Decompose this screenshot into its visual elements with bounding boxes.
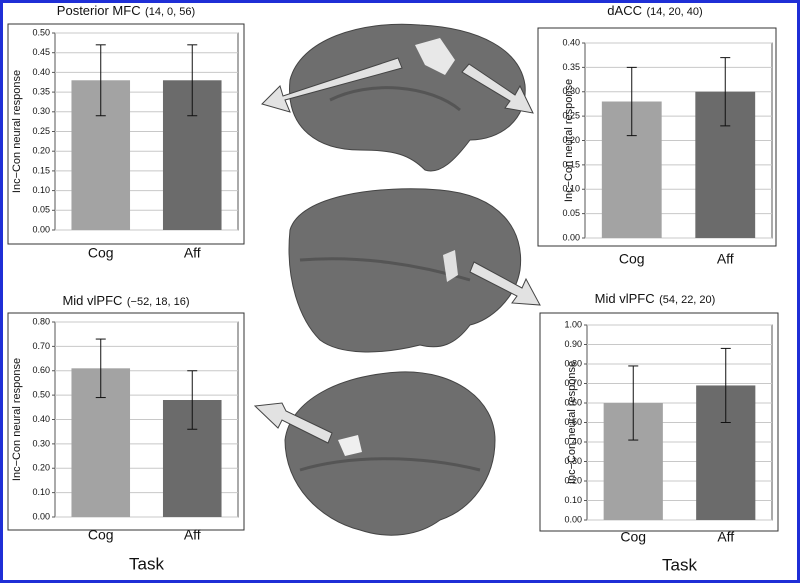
y-tick-label: 0.35 (32, 86, 50, 96)
x-axis-label: Task (662, 555, 697, 574)
x-axis-label: Task (129, 554, 164, 573)
y-tick-label: 0.60 (564, 397, 582, 407)
title-main: Mid vlPFC (62, 293, 122, 308)
error-bar (95, 44, 106, 117)
y-tick-label: 0.15 (32, 165, 50, 175)
y-tick-label: 0.00 (564, 514, 582, 524)
x-tick-label: Aff (717, 529, 734, 545)
chart-title: Posterior MFC (14, 0, 56) (57, 3, 195, 20)
error-bar (187, 370, 198, 430)
y-tick-label: 0.70 (32, 341, 50, 351)
y-tick-label: 0.60 (32, 365, 50, 375)
y-axis-label: Inc−Con neural response (566, 361, 578, 484)
y-axis-label: Inc−Con neural response (11, 70, 23, 193)
title-coords: (14, 0, 56) (145, 6, 195, 18)
y-tick-label: 0.25 (32, 126, 50, 136)
y-tick-label: 0.00 (32, 511, 50, 521)
chart-title: Mid vlPFC (54, 22, 20) (595, 291, 716, 308)
error-bar (626, 66, 637, 137)
y-tick-label: 0.40 (562, 37, 580, 47)
y-tick-label: 0.05 (32, 205, 50, 215)
y-axis-label: Inc−Con neural response (563, 79, 575, 202)
arrow (461, 63, 534, 114)
chart-panel: Mid vlPFC (54, 22, 20) Inc−Con neural res… (539, 291, 779, 574)
arrow (261, 57, 403, 113)
x-tick-label: Aff (184, 245, 201, 261)
x-tick-label: Cog (88, 245, 114, 261)
x-tick-label: Cog (88, 527, 114, 543)
x-tick-label: Aff (717, 251, 734, 267)
y-tick-label: 0.50 (32, 27, 50, 37)
y-tick-label: 0.40 (32, 414, 50, 424)
chart-panel: Mid vlPFC (−52, 18, 16) Inc−Con neural re… (7, 293, 245, 573)
y-tick-label: 0.50 (564, 417, 582, 427)
y-tick-label: 0.05 (562, 208, 580, 218)
error-bar (628, 365, 639, 441)
y-tick-label: 0.00 (562, 232, 580, 242)
chart-panel: Posterior MFC (14, 0, 56) Inc−Con neural … (7, 3, 245, 261)
y-tick-label: 0.10 (32, 487, 50, 497)
arrow (469, 261, 541, 306)
y-tick-label: 0.20 (32, 463, 50, 473)
x-tick-label: Cog (619, 251, 645, 267)
x-tick-label: Aff (184, 527, 201, 543)
brain-lateral-right (288, 188, 522, 353)
y-tick-label: 0.30 (32, 438, 50, 448)
y-tick-label: 0.30 (32, 106, 50, 116)
chart-title: dACC (14, 20, 40) (607, 3, 702, 20)
title-coords: (−52, 18, 16) (127, 296, 190, 308)
y-axis-label: Inc−Con neural response (11, 358, 23, 481)
y-tick-label: 0.50 (32, 390, 50, 400)
error-bar (187, 44, 198, 117)
y-tick-label: 0.80 (564, 358, 582, 368)
y-tick-label: 0.25 (562, 111, 580, 121)
error-bar (720, 347, 731, 423)
y-tick-label: 0.45 (32, 47, 50, 57)
title-main: Mid vlPFC (595, 291, 655, 306)
y-tick-label: 0.10 (564, 495, 582, 505)
y-tick-label: 0.30 (562, 86, 580, 96)
y-tick-label: 1.00 (564, 319, 582, 329)
title-coords: (14, 20, 40) (646, 6, 702, 18)
chart-panel: dACC (14, 20, 40) Inc−Con neural response… (537, 3, 777, 267)
brain-lateral-left (284, 371, 496, 536)
y-tick-label: 0.10 (32, 185, 50, 195)
y-tick-label: 0.80 (32, 316, 50, 326)
y-tick-label: 0.35 (562, 62, 580, 72)
chart-title: Mid vlPFC (−52, 18, 16) (62, 293, 189, 310)
y-tick-label: 0.40 (32, 67, 50, 77)
title-main: Posterior MFC (57, 3, 141, 18)
x-tick-label: Cog (620, 529, 646, 545)
y-tick-label: 0.20 (564, 475, 582, 485)
y-tick-label: 0.00 (32, 224, 50, 234)
error-bar (720, 57, 731, 127)
y-tick-label: 0.10 (562, 184, 580, 194)
arrows (253, 57, 541, 444)
title-main: dACC (607, 3, 642, 18)
brain-medial (289, 23, 526, 172)
y-tick-label: 0.30 (564, 456, 582, 466)
error-bar (95, 338, 106, 399)
title-coords: (54, 22, 20) (659, 294, 715, 306)
arrow (253, 402, 333, 444)
y-tick-label: 0.90 (564, 339, 582, 349)
y-tick-label: 0.40 (564, 436, 582, 446)
y-tick-label: 0.15 (562, 159, 580, 169)
y-tick-label: 0.20 (32, 146, 50, 156)
y-tick-label: 0.70 (564, 378, 582, 388)
y-tick-label: 0.20 (562, 135, 580, 145)
